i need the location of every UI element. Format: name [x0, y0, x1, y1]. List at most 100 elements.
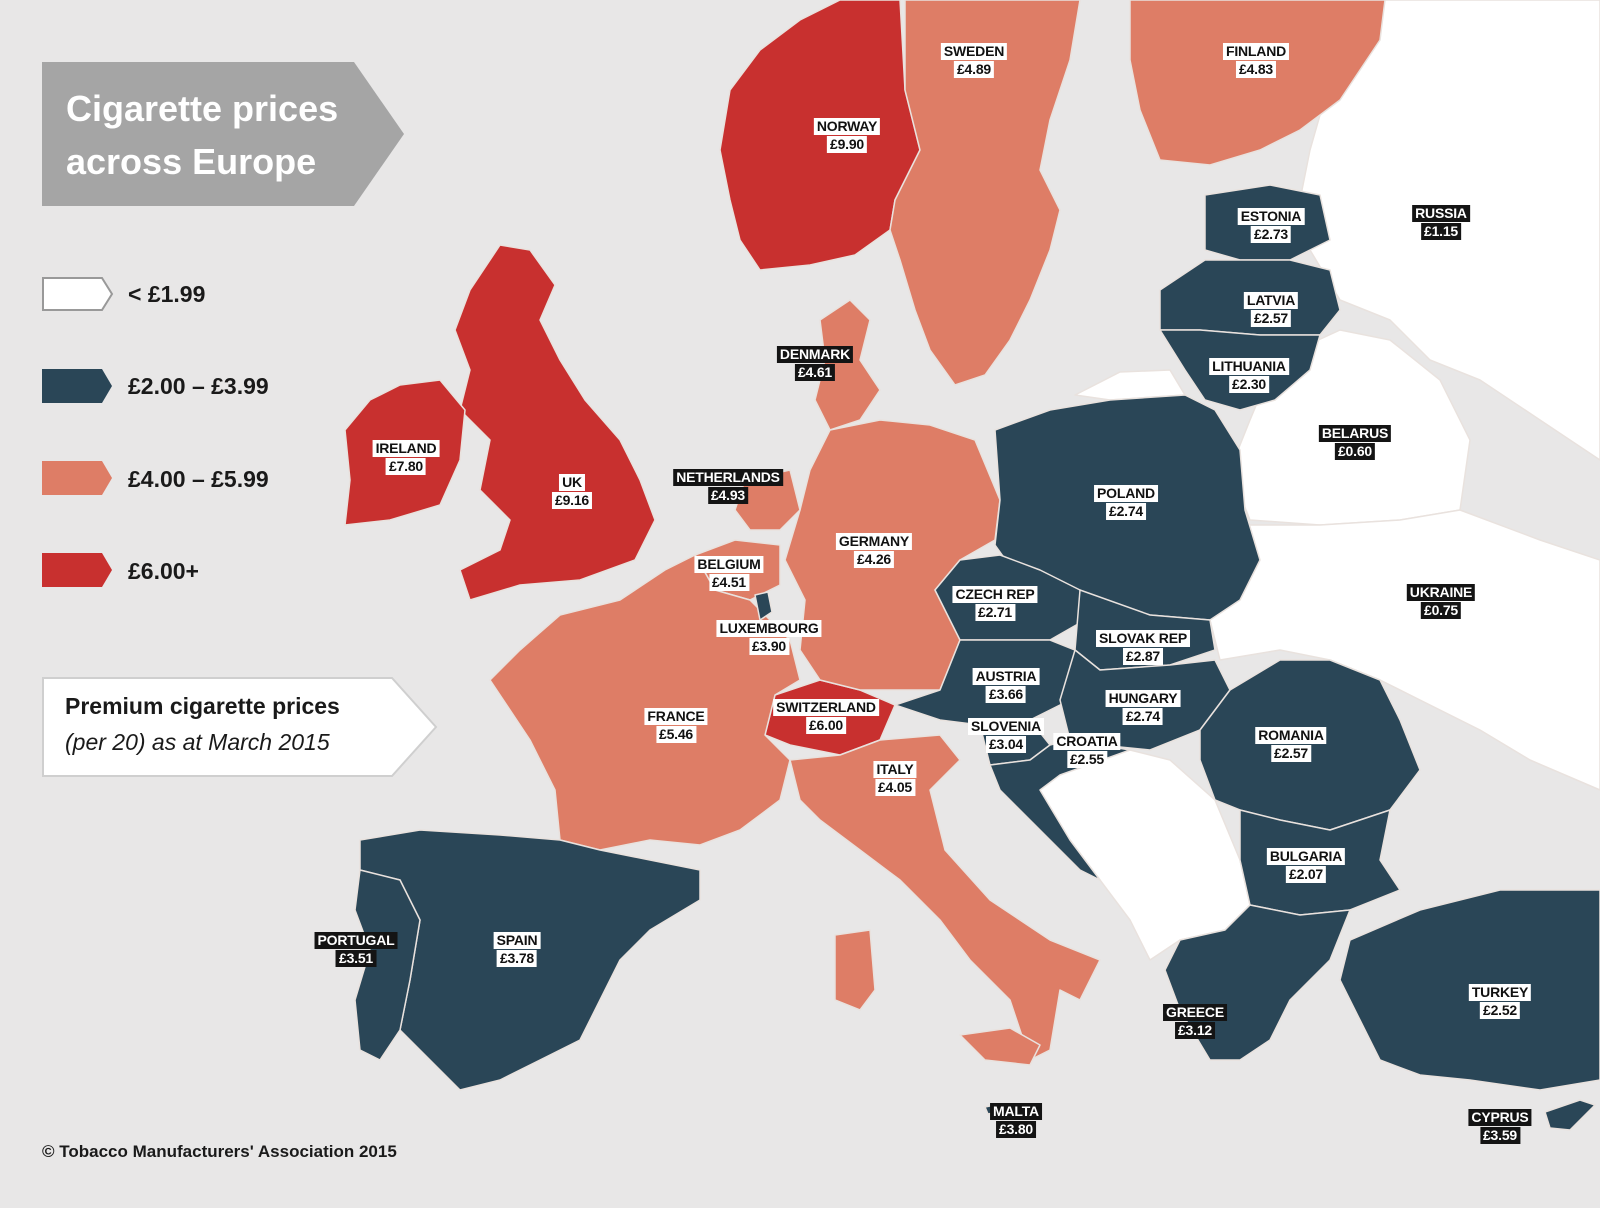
country-name: AUSTRIA: [972, 668, 1040, 685]
country-price: £3.78: [496, 950, 538, 967]
country-price: £3.51: [335, 950, 377, 967]
region-italy: [789, 734, 1101, 1061]
country-name: LATVIA: [1243, 292, 1299, 309]
country-name: UKRAINE: [1406, 584, 1476, 601]
country-label-hungary: HUNGARY £2.74: [1105, 690, 1181, 725]
country-name: FINLAND: [1222, 43, 1290, 60]
region-ukraine: [1209, 509, 1600, 791]
country-price: £4.93: [707, 487, 749, 504]
country-price: £2.74: [1105, 503, 1147, 520]
country-price: £3.12: [1174, 1022, 1216, 1039]
note-box: [42, 677, 438, 777]
country-price: £2.52: [1479, 1002, 1521, 1019]
country-name: NORWAY: [813, 118, 881, 135]
country-label-russia: RUSSIA £1.15: [1412, 205, 1470, 240]
country-price: £7.80: [385, 458, 427, 475]
country-label-switzerland: SWITZERLAND £6.00: [773, 699, 879, 734]
country-price: £2.57: [1250, 310, 1292, 327]
country-label-france: FRANCE £5.46: [644, 708, 708, 743]
country-name: GERMANY: [835, 533, 913, 550]
country-price: £2.07: [1285, 866, 1327, 883]
country-name: SWITZERLAND: [773, 699, 879, 716]
country-label-denmark: DENMARK £4.61: [776, 346, 854, 381]
country-name: SPAIN: [493, 932, 541, 949]
country-label-austria: AUSTRIA £3.66: [972, 668, 1040, 703]
copyright: © Tobacco Manufacturers' Association 201…: [42, 1142, 397, 1161]
country-name: GREECE: [1163, 1004, 1227, 1021]
country-name: FRANCE: [644, 708, 708, 725]
map-title: Cigarette prices across Europe: [66, 88, 339, 182]
region-luxembourg: [754, 591, 773, 621]
country-label-finland: FINLAND £4.83: [1222, 43, 1290, 78]
country-label-latvia: LATVIA £2.57: [1243, 292, 1299, 327]
country-price: £4.26: [853, 551, 895, 568]
country-price: £2.87: [1122, 648, 1164, 665]
country-price: £4.05: [874, 779, 916, 796]
country-label-slovenia: SLOVENIA £3.04: [968, 718, 1044, 753]
country-label-malta: MALTA £3.80: [990, 1103, 1042, 1138]
country-label-netherlands: NETHERLANDS £4.93: [673, 469, 783, 504]
country-name: LUXEMBOURG: [716, 620, 822, 637]
region-finland: [1129, 0, 1386, 166]
region-sardinia: [834, 929, 876, 1011]
country-label-greece: GREECE £3.12: [1163, 1004, 1227, 1039]
country-name: LITHUANIA: [1209, 358, 1289, 375]
country-name: MALTA: [990, 1103, 1042, 1120]
country-name: ESTONIA: [1237, 208, 1305, 225]
region-sicily: [959, 1027, 1041, 1066]
country-price: £4.89: [953, 61, 995, 78]
country-price: £3.90: [748, 638, 790, 655]
country-name: SLOVENIA: [968, 718, 1044, 735]
country-label-romania: ROMANIA £2.57: [1255, 727, 1327, 762]
country-price: £2.71: [974, 604, 1016, 621]
country-price: £0.75: [1420, 602, 1462, 619]
country-price: £2.57: [1270, 745, 1312, 762]
country-label-belarus: BELARUS £0.60: [1318, 425, 1392, 460]
country-label-poland: POLAND £2.74: [1094, 485, 1158, 520]
country-label-germany: GERMANY £4.26: [835, 533, 913, 568]
country-price: £9.16: [551, 492, 593, 509]
country-label-italy: ITALY £4.05: [873, 761, 917, 796]
note-title: Premium cigarette prices: [65, 693, 340, 719]
country-name: SWEDEN: [940, 43, 1008, 60]
country-name: CYPRUS: [1468, 1109, 1532, 1126]
country-label-sweden: SWEDEN £4.89: [940, 43, 1008, 78]
country-label-ukraine: UKRAINE £0.75: [1406, 584, 1476, 619]
country-name: DENMARK: [776, 346, 854, 363]
country-label-croatia: CROATIA £2.55: [1053, 733, 1121, 768]
country-price: £3.80: [995, 1121, 1037, 1138]
legend-label-1: £2.00 – £3.99: [128, 373, 269, 399]
country-price: £4.61: [794, 364, 836, 381]
country-label-spain: SPAIN £3.78: [493, 932, 541, 967]
country-price: £5.46: [655, 726, 697, 743]
country-name: NETHERLANDS: [673, 469, 783, 486]
region-sweden: [889, 0, 1081, 386]
country-label-lithuania: LITHUANIA £2.30: [1209, 358, 1289, 393]
country-name: BULGARIA: [1266, 848, 1346, 865]
country-price: £0.60: [1334, 443, 1376, 460]
country-label-uk: UK £9.16: [551, 474, 593, 509]
country-price: £3.66: [985, 686, 1027, 703]
country-name: BELARUS: [1318, 425, 1392, 442]
country-label-luxembourg: LUXEMBOURG £3.90: [716, 620, 822, 655]
country-name: UK: [559, 474, 585, 491]
country-price: £6.00: [805, 717, 847, 734]
legend-swatch-3: [42, 553, 112, 587]
region-cyprus: [1544, 1099, 1596, 1131]
country-price: £2.74: [1122, 708, 1164, 725]
country-label-czech: CZECH REP £2.71: [952, 586, 1038, 621]
legend-label-3: £6.00+: [128, 558, 199, 584]
region-kaliningrad: [1074, 369, 1186, 401]
region-uk: [454, 244, 656, 601]
country-price: £3.59: [1479, 1127, 1521, 1144]
country-name: TURKEY: [1468, 984, 1532, 1001]
country-price: £2.30: [1228, 376, 1270, 393]
country-label-slovakia: SLOVAK REP £2.87: [1096, 630, 1190, 665]
legend-swatch-0: [42, 277, 114, 311]
country-label-turkey: TURKEY £2.52: [1468, 984, 1532, 1019]
legend-swatch-2: [42, 461, 112, 495]
legend-label-0: < £1.99: [128, 281, 206, 307]
country-label-norway: NORWAY £9.90: [813, 118, 881, 153]
country-name: RUSSIA: [1412, 205, 1470, 222]
